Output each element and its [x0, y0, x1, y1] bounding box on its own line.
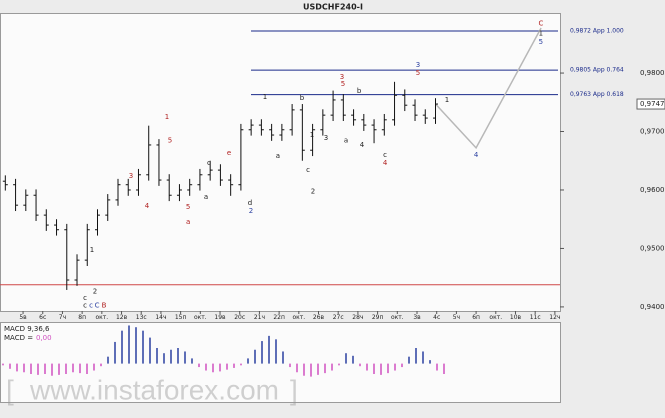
wave-label: b [300, 94, 305, 102]
wave-label: 4 [145, 202, 150, 210]
wave-label: c [207, 159, 211, 167]
wave-label: 1 [445, 96, 449, 104]
y-tick-label: 0,9600 [640, 186, 665, 194]
y-tick-label: 0,9800 [640, 69, 665, 77]
x-tick-label: 5в [19, 314, 27, 321]
x-tick-label: 12ч [549, 314, 560, 321]
macd-value: 0,00 [36, 334, 52, 342]
wave-label: 2 [249, 207, 253, 215]
x-tick-label: 6с [39, 314, 46, 321]
wave-label: 5 [539, 38, 543, 46]
level-label: 0,9872 App 1.000 [570, 27, 624, 34]
wave-label: 1 [310, 131, 314, 139]
macd-line-label: MACD = [4, 334, 33, 342]
wave-label: c [306, 166, 310, 174]
wave-label: C [95, 302, 100, 310]
x-tick-label: 3в [413, 314, 421, 321]
x-tick-label: 4с [433, 314, 440, 321]
projection-line [434, 27, 542, 150]
x-tick-label: 22п [273, 314, 285, 321]
wave-label: B [102, 302, 107, 310]
wave-label: 2 [311, 188, 315, 196]
wave-label: a [276, 152, 280, 160]
wave-label: 3 [129, 172, 133, 180]
x-tick-label: 26в [313, 314, 325, 321]
x-tick-label: окт. [194, 314, 207, 321]
wave-label: 1 [539, 29, 543, 37]
chart-title: USDCHF240-I [303, 3, 363, 12]
wave-label: 5 [186, 203, 190, 211]
watermark: www.instaforex.com [29, 374, 279, 405]
wave-label: 5 [341, 80, 345, 88]
x-tick-label: 20с [234, 314, 245, 321]
wave-label: b [357, 87, 362, 95]
wave-label: c [89, 302, 93, 310]
watermark-open: [ [6, 374, 14, 405]
x-tick-label: 27с [333, 314, 344, 321]
x-tick-label: 6п [472, 314, 480, 321]
wave-label: 4 [383, 159, 388, 167]
y-tick-label: 0,9700 [640, 128, 665, 136]
wave-label: 3 [324, 134, 328, 142]
wave-label: a [186, 218, 190, 226]
wave-label: 4 [474, 151, 479, 159]
x-tick-label: 15п [175, 314, 187, 321]
wave-label: 1 [90, 246, 94, 254]
wave-label: d [248, 199, 252, 207]
wave-label: 4 [360, 141, 365, 149]
wave-label: c [383, 151, 387, 159]
x-tick-label: 12в [116, 314, 128, 321]
x-tick-label: 13с [136, 314, 147, 321]
watermark-close: ] [290, 374, 298, 405]
x-tick-label: 11с [530, 314, 541, 321]
x-tick-label: 19в [214, 314, 226, 321]
wave-label: c [83, 302, 87, 310]
current-price-box [636, 98, 665, 110]
wave-label: 3 [340, 73, 344, 81]
wave-label: 3 [416, 61, 420, 69]
x-tick-label: 28ч [352, 314, 363, 321]
wave-label: C [538, 19, 543, 27]
wave-label: e [227, 149, 231, 157]
wave-label: 5 [168, 136, 172, 144]
x-tick-label: 8п [78, 314, 86, 321]
x-tick-label: 29п [372, 314, 384, 321]
x-tick-label: окт. [95, 314, 108, 321]
wave-label: c [83, 294, 87, 302]
level-label: 0,9763 App 0.618 [570, 91, 624, 98]
macd-panel [0, 322, 561, 403]
level-label: 0,9805 App 0.764 [570, 67, 624, 74]
x-tick-label: 21ч [254, 314, 265, 321]
wave-label: 1 [263, 93, 267, 101]
wave-label: a [204, 193, 208, 201]
wave-label: 1 [165, 113, 169, 121]
y-tick-label: 0,9400 [640, 303, 665, 311]
x-tick-label: окт. [391, 314, 404, 321]
x-tick-label: 14ч [155, 314, 166, 321]
x-tick-label: 7ч [59, 314, 66, 321]
x-tick-label: окт. [292, 314, 305, 321]
wave-label: a [344, 136, 348, 144]
macd-label: MACD 9,36,6 [4, 325, 50, 333]
y-tick-label: 0,9500 [640, 244, 665, 252]
x-tick-label: окт. [489, 314, 502, 321]
x-tick-label: 10в [510, 314, 522, 321]
wave-label: 5 [416, 69, 420, 77]
wave-label: 2 [93, 288, 97, 296]
x-tick-label: 5ч [453, 314, 460, 321]
price-panel [0, 13, 561, 312]
current-price-label: 0,9747 [640, 100, 665, 108]
